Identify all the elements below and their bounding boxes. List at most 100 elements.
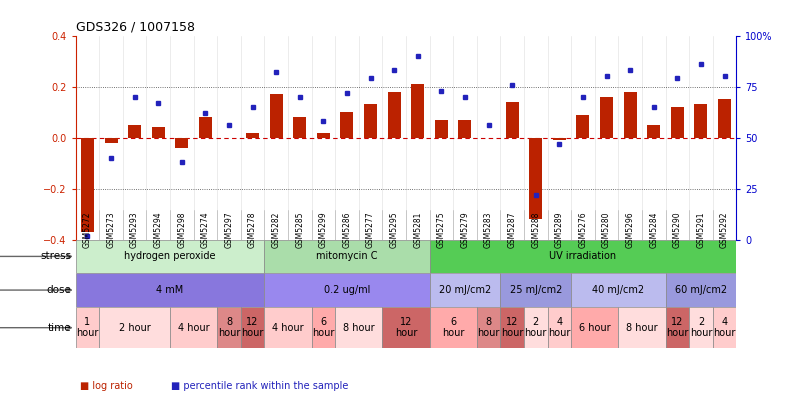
Bar: [264, 240, 430, 273]
Text: UV irradiation: UV irradiation: [549, 251, 616, 261]
Bar: [388, 92, 400, 137]
Bar: [501, 307, 524, 348]
Text: 8
hour: 8 hour: [478, 317, 500, 339]
Text: GSM5293: GSM5293: [130, 211, 139, 248]
Bar: [170, 307, 217, 348]
Text: 0.2 ug/ml: 0.2 ug/ml: [324, 285, 370, 295]
Text: 1
hour: 1 hour: [76, 317, 99, 339]
Bar: [76, 240, 264, 273]
Text: GSM5289: GSM5289: [555, 211, 564, 248]
Bar: [671, 107, 684, 137]
Text: 12
hour: 12 hour: [241, 317, 263, 339]
Text: 4 mM: 4 mM: [156, 285, 184, 295]
Bar: [364, 105, 377, 137]
Bar: [529, 137, 542, 219]
Bar: [553, 137, 566, 140]
Text: ■ percentile rank within the sample: ■ percentile rank within the sample: [171, 381, 349, 391]
Text: 4
hour: 4 hour: [548, 317, 571, 339]
Bar: [430, 273, 501, 307]
Text: 12
hour: 12 hour: [666, 317, 689, 339]
Bar: [623, 92, 637, 137]
Text: 4
hour: 4 hour: [713, 317, 736, 339]
Bar: [311, 307, 335, 348]
Bar: [100, 307, 170, 348]
Bar: [152, 128, 165, 137]
Text: GSM5287: GSM5287: [508, 211, 517, 248]
Text: 8 hour: 8 hour: [343, 323, 375, 333]
Text: mitomycin C: mitomycin C: [316, 251, 378, 261]
Bar: [572, 273, 665, 307]
Bar: [199, 117, 212, 137]
Text: GSM5277: GSM5277: [366, 211, 375, 248]
Text: time: time: [48, 323, 72, 333]
Bar: [382, 307, 430, 348]
Bar: [246, 133, 259, 137]
Bar: [430, 240, 736, 273]
Text: GSM5282: GSM5282: [271, 211, 281, 248]
Bar: [600, 97, 613, 137]
Bar: [501, 273, 572, 307]
Text: 12
hour: 12 hour: [501, 317, 523, 339]
Bar: [430, 307, 477, 348]
Text: GSM5298: GSM5298: [178, 211, 186, 248]
Text: GSM5273: GSM5273: [107, 211, 115, 248]
Bar: [618, 307, 665, 348]
Text: hydrogen peroxide: hydrogen peroxide: [124, 251, 216, 261]
Text: 4 hour: 4 hour: [178, 323, 209, 333]
Bar: [435, 120, 448, 137]
Bar: [76, 307, 100, 348]
Text: 12
hour: 12 hour: [395, 317, 417, 339]
Bar: [665, 273, 736, 307]
Text: 40 mJ/cm2: 40 mJ/cm2: [592, 285, 645, 295]
Text: GSM5290: GSM5290: [673, 211, 682, 248]
Text: 2 hour: 2 hour: [119, 323, 150, 333]
Bar: [317, 133, 330, 137]
Text: GSM5278: GSM5278: [248, 211, 257, 248]
Bar: [341, 112, 353, 137]
Bar: [505, 102, 519, 137]
Text: dose: dose: [47, 285, 72, 295]
Text: 2
hour: 2 hour: [525, 317, 547, 339]
Text: 4 hour: 4 hour: [272, 323, 304, 333]
Text: 8 hour: 8 hour: [626, 323, 657, 333]
Bar: [412, 84, 424, 137]
Bar: [217, 307, 240, 348]
Bar: [175, 137, 189, 148]
Text: 6 hour: 6 hour: [579, 323, 611, 333]
Text: 2
hour: 2 hour: [689, 317, 712, 339]
Bar: [76, 273, 264, 307]
Bar: [241, 307, 264, 348]
Text: GSM5279: GSM5279: [460, 211, 470, 248]
Bar: [264, 307, 311, 348]
Text: 6
hour: 6 hour: [312, 317, 334, 339]
Bar: [548, 307, 572, 348]
Bar: [458, 120, 471, 137]
Bar: [81, 137, 94, 232]
Bar: [524, 307, 548, 348]
Text: GSM5274: GSM5274: [201, 211, 210, 248]
Bar: [689, 307, 712, 348]
Text: GSM5292: GSM5292: [720, 211, 729, 248]
Bar: [477, 307, 501, 348]
Text: 6
hour: 6 hour: [442, 317, 464, 339]
Bar: [694, 105, 708, 137]
Bar: [264, 273, 430, 307]
Bar: [576, 115, 589, 137]
Bar: [647, 125, 660, 137]
Text: GSM5288: GSM5288: [531, 211, 540, 248]
Text: 25 mJ/cm2: 25 mJ/cm2: [509, 285, 562, 295]
Bar: [128, 125, 141, 137]
Text: 8
hour: 8 hour: [218, 317, 240, 339]
Text: GSM5295: GSM5295: [390, 211, 399, 248]
Text: stress: stress: [41, 251, 72, 261]
Bar: [270, 94, 283, 137]
Text: GSM5280: GSM5280: [602, 211, 611, 248]
Text: GSM5284: GSM5284: [650, 211, 658, 248]
Text: GSM5299: GSM5299: [319, 211, 328, 248]
Bar: [104, 137, 118, 143]
Text: GSM5296: GSM5296: [626, 211, 634, 248]
Bar: [665, 307, 689, 348]
Bar: [718, 99, 731, 137]
Bar: [335, 307, 382, 348]
Text: GSM5276: GSM5276: [579, 211, 587, 248]
